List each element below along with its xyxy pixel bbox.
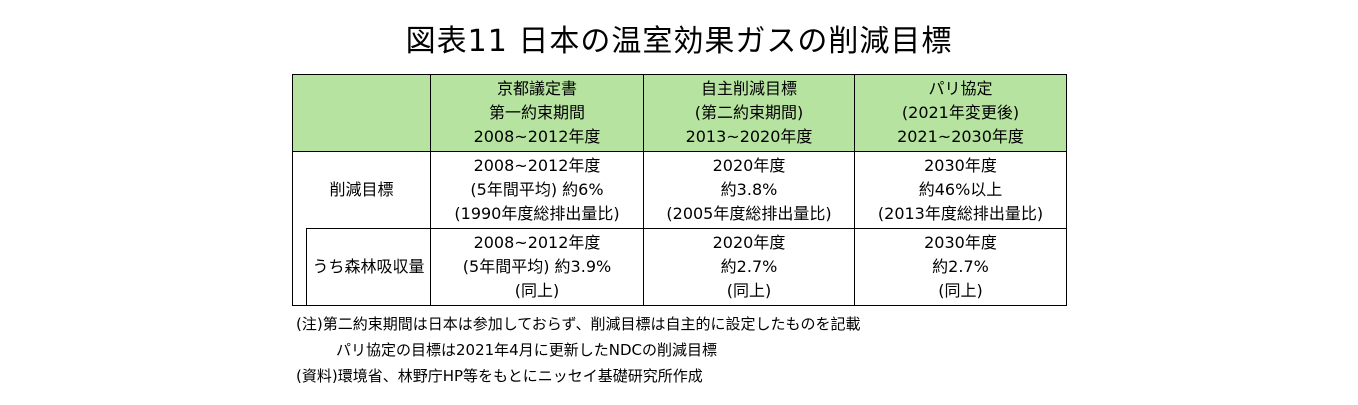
table-cell: 2020年度 約3.8% (2005年度総排出量比)	[643, 151, 855, 229]
table-cell: 2008~2012年度 (5年間平均) 約6% (1990年度総排出量比)	[430, 151, 644, 229]
footnotes: (注)第二約束期間は日本は参加しておらず、削減目標は自主的に設定したものを記載 …	[296, 311, 860, 389]
header-voluntary-target: 自主削減目標 (第二約束期間) 2013~2020年度	[643, 74, 855, 152]
header-paris-agreement: パリ協定 (2021年変更後) 2021~2030年度	[854, 74, 1067, 152]
table-row: 削減目標 2008~2012年度 (5年間平均) 約6% (1990年度総排出量…	[292, 151, 1067, 229]
table-cell: 2008~2012年度 (5年間平均) 約3.9% (同上)	[430, 228, 644, 306]
note-line: パリ協定の目標は2021年4月に更新したNDCの削減目標	[336, 341, 717, 359]
indent-spacer-cell	[292, 228, 307, 306]
header-kyoto-protocol: 京都議定書 第一約束期間 2008~2012年度	[430, 74, 644, 152]
table-header-row: 京都議定書 第一約束期間 2008~2012年度 自主削減目標 (第二約束期間)…	[292, 74, 1067, 152]
header-corner-cell	[292, 74, 431, 152]
reduction-targets-table: 京都議定書 第一約束期間 2008~2012年度 自主削減目標 (第二約束期間)…	[292, 74, 1067, 306]
table-row: うち森林吸収量 2008~2012年度 (5年間平均) 約3.9% (同上) 2…	[292, 228, 1067, 306]
row-label-forest-absorption: うち森林吸収量	[306, 228, 431, 306]
note-line: (注)第二約束期間は日本は参加しておらず、削減目標は自主的に設定したものを記載	[296, 315, 861, 333]
table-cell: 2020年度 約2.7% (同上)	[643, 228, 855, 306]
table-cell: 2030年度 約2.7% (同上)	[854, 228, 1067, 306]
table-cell: 2030年度 約46%以上 (2013年度総排出量比)	[854, 151, 1067, 229]
source-line: (資料)環境省、林野庁HP等をもとにニッセイ基礎研究所作成	[296, 367, 703, 385]
row-label-reduction-target: 削減目標	[292, 151, 431, 229]
page-title: 図表11 日本の温室効果ガスの削減目標	[405, 24, 953, 59]
